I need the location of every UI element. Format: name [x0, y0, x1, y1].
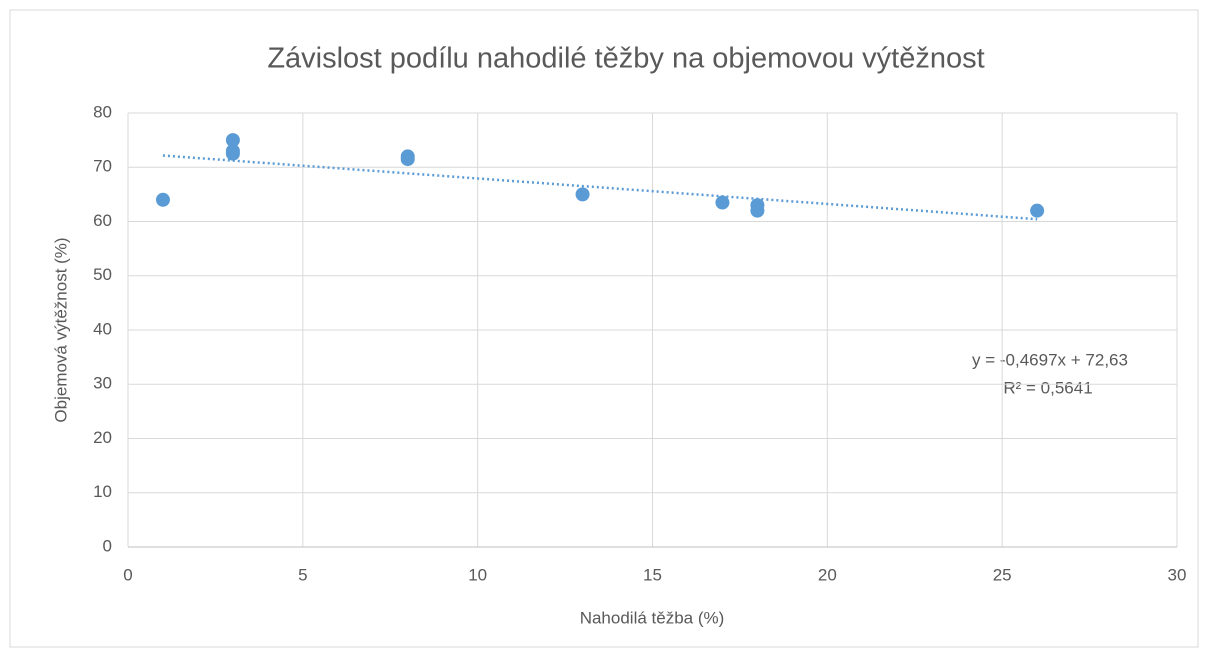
y-tick-label: 50	[93, 265, 112, 284]
point	[575, 187, 590, 202]
trend-r2: R² = 0,5641	[1003, 378, 1092, 397]
y-tick-label: 60	[93, 211, 112, 230]
x-tick-label: 30	[1168, 565, 1187, 584]
trend-equation: y = -0,4697x + 72,63	[972, 350, 1128, 369]
x-tick-label: 25	[993, 565, 1012, 584]
chart-border	[9, 9, 1199, 648]
point	[155, 192, 170, 207]
y-tick-label: 80	[93, 102, 112, 121]
x-tick-label: 5	[298, 565, 307, 584]
y-tick-label: 30	[93, 374, 112, 393]
y-tick-label: 20	[93, 428, 112, 447]
point	[715, 195, 730, 210]
x-tick-label: 15	[643, 565, 662, 584]
point	[225, 133, 240, 148]
x-tick-label: 20	[818, 565, 837, 584]
x-axis-label: Nahodilá těžba (%)	[580, 608, 725, 627]
y-tick-label: 0	[103, 536, 112, 555]
trendline	[162, 154, 1038, 221]
point	[1030, 203, 1045, 218]
x-tick-label: 10	[468, 565, 487, 584]
y-axis-label: Objemová výtěžnost (%)	[51, 237, 70, 422]
y-tick-label: 10	[93, 482, 112, 501]
point	[400, 152, 415, 167]
y-tick-label: 40	[93, 319, 112, 338]
x-tick-label: 0	[123, 565, 132, 584]
y-tick-label: 70	[93, 157, 112, 176]
chart-title: Závislost podílu nahodilé těžby na objem…	[267, 43, 984, 75]
point	[750, 203, 765, 218]
point	[225, 146, 240, 161]
